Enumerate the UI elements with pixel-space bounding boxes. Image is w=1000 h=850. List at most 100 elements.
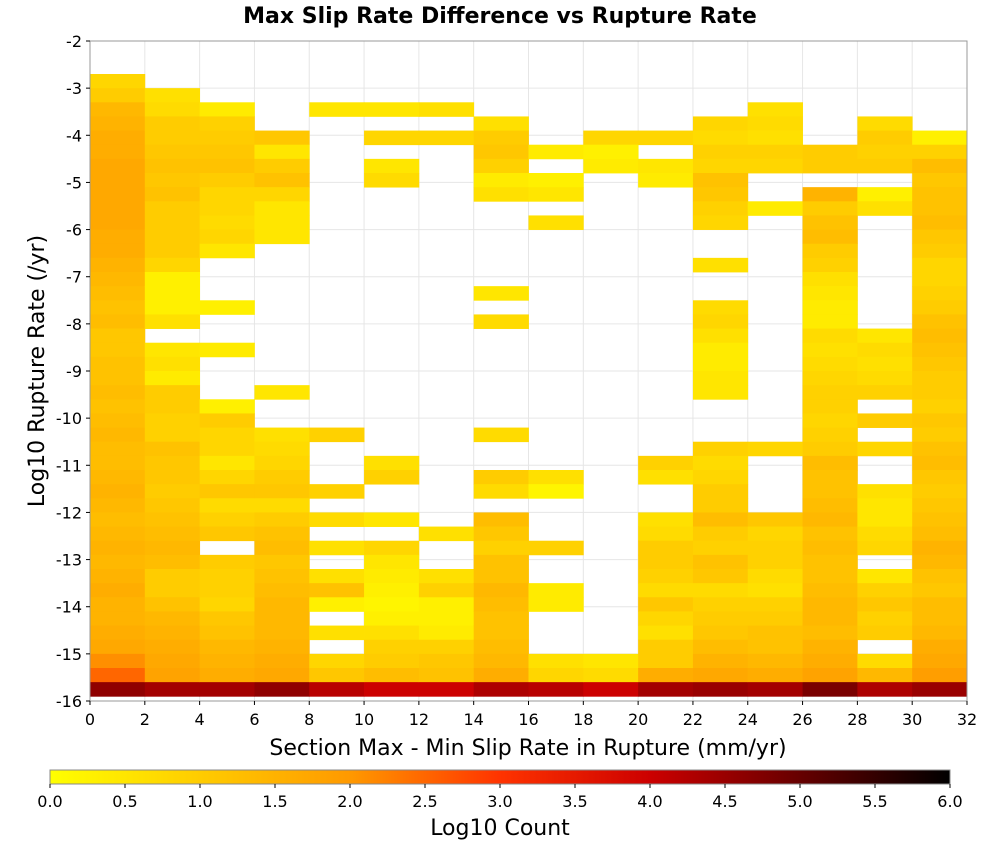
heatmap-cell <box>912 583 968 598</box>
heatmap-cell <box>418 583 475 598</box>
heatmap-cell <box>692 356 749 372</box>
heatmap-cell <box>254 625 310 641</box>
heatmap-cell <box>802 371 858 386</box>
heatmap-cell <box>912 611 968 626</box>
heatmap-cell <box>144 385 201 400</box>
heatmap-cell <box>912 569 968 584</box>
heatmap-cell <box>364 512 420 527</box>
heatmap-cell <box>528 668 584 683</box>
heatmap-cell <box>90 130 146 146</box>
heatmap-cell <box>747 540 803 556</box>
heatmap-cell <box>912 639 968 655</box>
heatmap-cell <box>90 682 146 697</box>
heatmap-cell <box>418 653 475 669</box>
heatmap-cell <box>144 583 201 598</box>
x-tick-label: 24 <box>738 710 758 729</box>
heatmap-cell <box>747 144 803 160</box>
heatmap-cell <box>802 158 858 174</box>
colorbar-tick-label: 1.5 <box>262 792 287 811</box>
heatmap-cell <box>90 116 146 131</box>
heatmap-cell <box>802 385 858 400</box>
heatmap-cell <box>912 427 968 443</box>
heatmap-cell <box>473 144 529 160</box>
heatmap-cell <box>254 441 310 457</box>
heatmap-cell <box>90 371 146 386</box>
heatmap-cell <box>418 682 475 697</box>
heatmap-cell <box>90 540 146 556</box>
heatmap-cell <box>473 484 529 499</box>
heatmap-cell <box>90 526 146 542</box>
x-tick-label: 6 <box>249 710 259 729</box>
heatmap-cell <box>473 116 529 131</box>
heatmap-cell <box>309 540 365 556</box>
heatmap-cell <box>857 611 913 626</box>
heatmap-cell <box>528 470 584 485</box>
y-tick-label: -6 <box>66 221 82 240</box>
heatmap-cell <box>309 583 365 598</box>
colorbar-tick-label: 2.5 <box>412 792 437 811</box>
heatmap-cell <box>692 653 749 669</box>
heatmap-cell <box>638 526 694 542</box>
heatmap-cell <box>144 427 201 443</box>
heatmap-cell <box>638 668 694 683</box>
heatmap-cell <box>802 597 858 612</box>
heatmap-cell <box>802 257 858 273</box>
heatmap-cell <box>144 314 201 329</box>
heatmap-cell <box>199 682 255 697</box>
heatmap-cell <box>199 653 255 669</box>
heatmap-cell <box>583 130 639 146</box>
heatmap-cell <box>364 639 420 655</box>
heatmap-cell <box>692 611 749 626</box>
heatmap-cell <box>692 498 749 513</box>
heatmap-cell <box>144 569 201 584</box>
heatmap-cell <box>199 625 255 641</box>
heatmap-cell <box>857 187 913 202</box>
heatmap-cell <box>254 540 310 556</box>
heatmap-cell <box>364 540 420 556</box>
heatmap-cell <box>254 653 310 669</box>
heatmap-cell <box>912 356 968 372</box>
heatmap-cell <box>473 668 529 683</box>
heatmap-cell <box>364 583 420 598</box>
heatmap-cell <box>692 314 749 329</box>
heatmap-cell <box>144 399 201 414</box>
heatmap-cell <box>418 597 475 612</box>
heatmap-cell <box>199 130 255 146</box>
heatmap-cell <box>692 597 749 612</box>
heatmap-cell <box>309 668 365 683</box>
heatmap-cell <box>254 229 310 245</box>
heatmap-cell <box>254 215 310 230</box>
heatmap-cell <box>144 243 201 259</box>
heatmap-cell <box>90 201 146 216</box>
heatmap-cell <box>199 229 255 245</box>
heatmap-cell <box>254 639 310 655</box>
heatmap-cell <box>90 102 146 117</box>
heatmap-cell <box>254 201 310 216</box>
y-tick-label: -14 <box>56 598 82 617</box>
heatmap-cell <box>692 342 749 358</box>
heatmap-cell <box>90 243 146 259</box>
heatmap-cell <box>692 158 749 174</box>
heatmap-cell <box>199 583 255 598</box>
heatmap-cell <box>199 484 255 499</box>
heatmap-cell <box>254 130 310 146</box>
heatmap-cell <box>638 173 694 188</box>
heatmap-cell <box>90 625 146 641</box>
heatmap-cell <box>857 385 913 400</box>
heatmap-cell <box>912 173 968 188</box>
heatmap-cell <box>144 257 201 273</box>
heatmap-cell <box>857 498 913 513</box>
colorbar-tick-label: 5.0 <box>787 792 812 811</box>
heatmap-cell <box>473 540 529 556</box>
heatmap-cell <box>199 441 255 457</box>
heatmap-cell <box>747 130 803 146</box>
heatmap-cell <box>90 639 146 655</box>
heatmap-cell <box>144 88 201 103</box>
heatmap-cell <box>912 201 968 216</box>
heatmap-cell <box>528 597 584 612</box>
x-tick-label: 2 <box>140 710 150 729</box>
heatmap-cell <box>364 597 420 612</box>
heatmap-cell <box>90 583 146 598</box>
heatmap-cell <box>90 144 146 160</box>
heatmap-cell <box>309 512 365 527</box>
